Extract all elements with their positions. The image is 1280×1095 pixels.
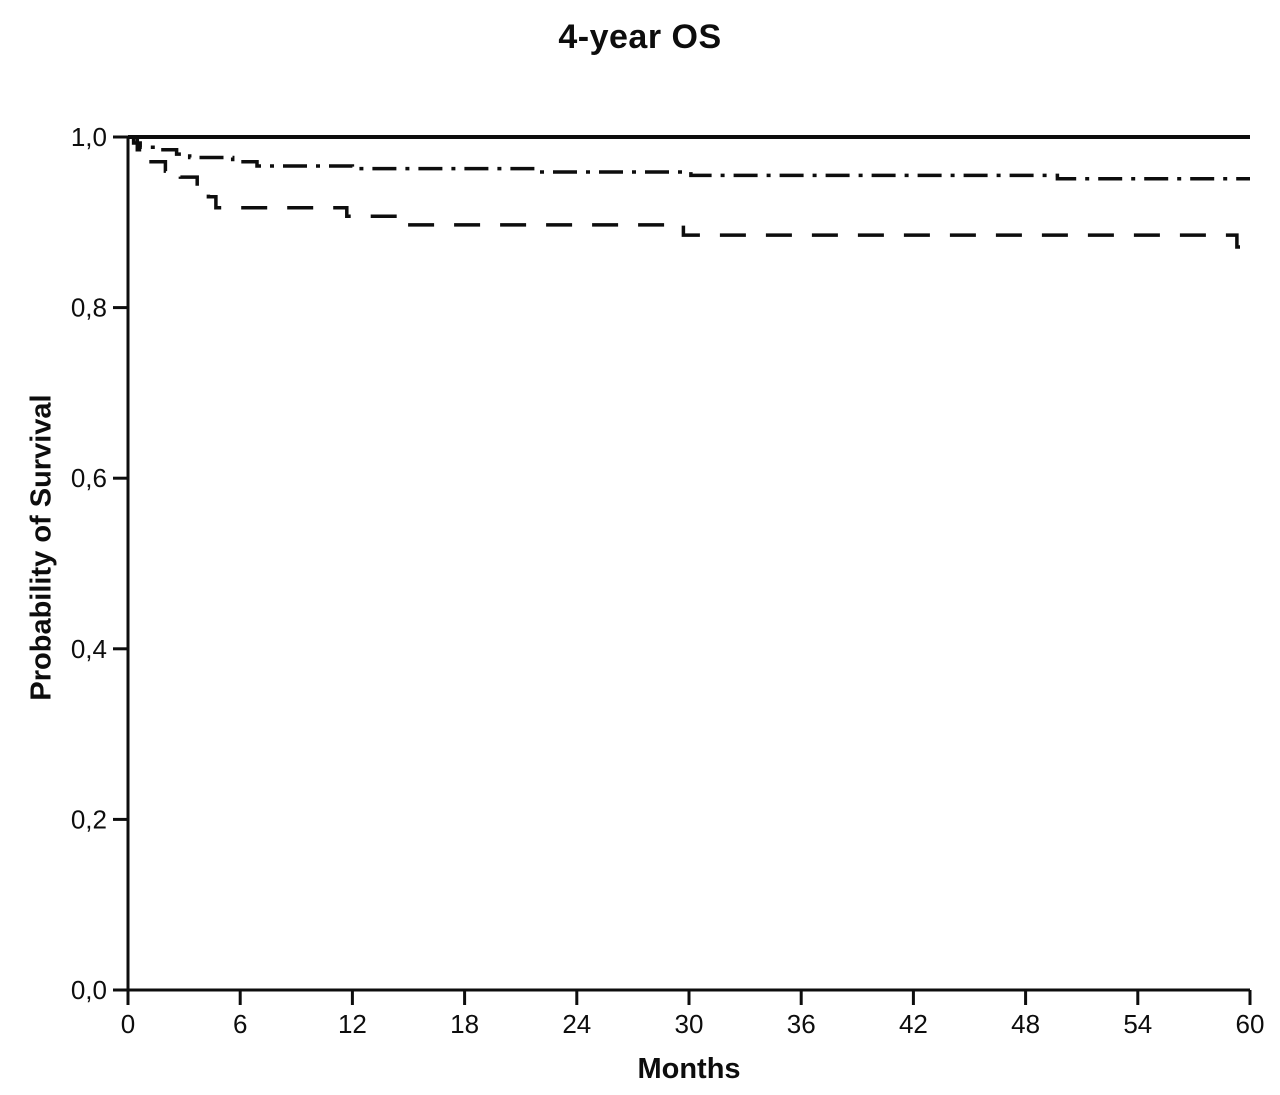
x-tick-label: 30 bbox=[675, 1009, 704, 1039]
x-tick-label: 6 bbox=[233, 1009, 247, 1039]
x-tick-label: 12 bbox=[338, 1009, 367, 1039]
x-axis-title: Months bbox=[637, 1053, 741, 1085]
x-tick-label: 60 bbox=[1236, 1009, 1265, 1039]
x-tick-label: 24 bbox=[562, 1009, 591, 1039]
x-tick-label: 0 bbox=[121, 1009, 135, 1039]
y-tick-label: 0,6 bbox=[71, 463, 107, 493]
y-tick-label: 0,2 bbox=[71, 804, 107, 834]
x-tick-label: 54 bbox=[1123, 1009, 1152, 1039]
x-tick-label: 48 bbox=[1011, 1009, 1040, 1039]
chart-title: 4-year OS bbox=[558, 18, 722, 56]
y-tick-label: 0,4 bbox=[71, 634, 107, 664]
y-tick-label: 1,0 bbox=[71, 122, 107, 152]
survival-curve-dash-dot bbox=[128, 135, 1250, 181]
y-tick-label: 0,0 bbox=[71, 975, 107, 1005]
x-tick-label: 36 bbox=[787, 1009, 816, 1039]
y-tick-label: 0,8 bbox=[71, 293, 107, 323]
survival-curve-dashed bbox=[128, 135, 1243, 249]
x-tick-label: 18 bbox=[450, 1009, 479, 1039]
x-tick-label: 42 bbox=[899, 1009, 928, 1039]
